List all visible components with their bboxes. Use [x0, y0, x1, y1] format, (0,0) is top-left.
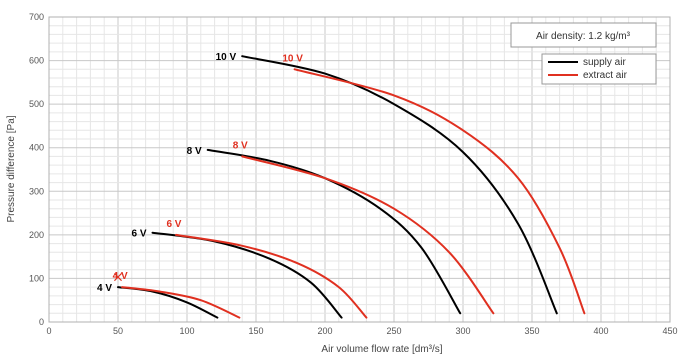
y-tick-label: 400 — [29, 143, 44, 153]
curves — [117, 55, 586, 319]
air-density-note: Air density: 1.2 kg/m³ — [536, 31, 631, 42]
voltage-labels: 10 V 10 V 8 V 8 V 6 V 6 V 4 V4 V — [97, 52, 303, 294]
x-tick-label: 450 — [662, 326, 677, 336]
x-tick-label: 350 — [524, 326, 539, 336]
grid — [48, 16, 671, 323]
y-tick-label: 600 — [29, 56, 44, 66]
curve-extract-10v — [293, 68, 586, 315]
curve-extract-6v — [175, 233, 368, 319]
y-tick-label: 700 — [29, 12, 44, 22]
label-supply-10v: 10 V — [216, 52, 237, 63]
y-axis-title: Pressure difference [Pa] — [6, 115, 17, 222]
cross-marker: × — [112, 269, 124, 285]
x-tick-label: 200 — [317, 326, 332, 336]
label-extract-6v: 6 V — [166, 219, 181, 230]
annotation-box: Air density: 1.2 kg/m³ — [510, 22, 657, 48]
x-tick-label: 400 — [593, 326, 608, 336]
y-tick-label: 100 — [29, 273, 44, 283]
legend: supply air extract air — [541, 53, 657, 85]
label-extract-10v: 10 V — [282, 53, 303, 64]
x-axis-title: Air volume flow rate [dm³/s] — [321, 344, 442, 354]
x-tick-label: 100 — [179, 326, 194, 336]
plot-frame — [48, 16, 671, 323]
markers: × — [112, 269, 124, 285]
y-tick-label: 300 — [29, 186, 44, 196]
x-tick-label: 300 — [455, 326, 470, 336]
x-tick-label: 150 — [248, 326, 263, 336]
legend-label-supply: supply air — [583, 57, 626, 68]
tick-labels: 0 50 100 150 200 250 300 350 400 450 0 100 200 300 400… — [29, 12, 678, 336]
curve-extract-4v — [121, 286, 241, 319]
y-tick-label: 500 — [29, 99, 44, 109]
y-tick-label: 0 — [39, 317, 44, 327]
x-tick-label: 250 — [386, 326, 401, 336]
label-supply-6v: 6 V — [131, 229, 146, 240]
label-supply-4v: 4 V — [97, 283, 112, 294]
label-extract-8v: 8 V — [233, 140, 248, 151]
x-tick-label: 0 — [46, 326, 51, 336]
curve-supply-8v — [206, 148, 462, 315]
legend-label-extract: extract air — [583, 70, 628, 81]
curve-extract-8v — [241, 155, 495, 315]
curve-supply-10v — [241, 55, 558, 315]
label-supply-8v: 8 V — [187, 146, 202, 157]
x-tick-label: 50 — [113, 326, 123, 336]
y-tick-label: 200 — [29, 230, 44, 240]
label-extract-4v: 4 V — [113, 271, 128, 282]
